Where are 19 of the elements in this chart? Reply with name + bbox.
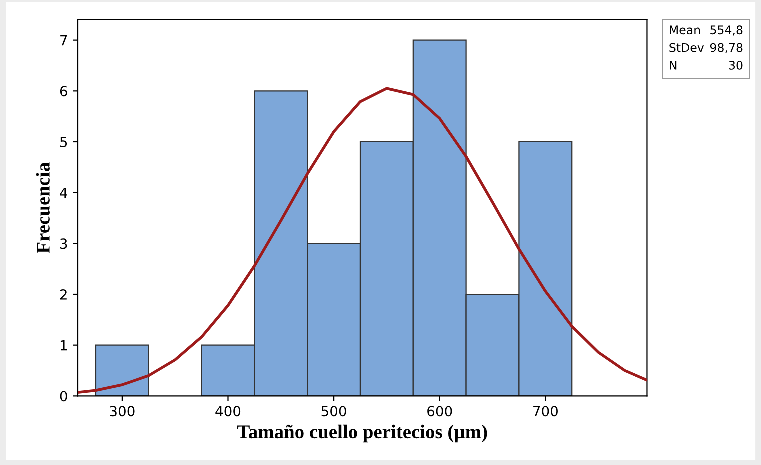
x-tick-label: 600: [428, 406, 452, 417]
x-tick-label: 500: [322, 406, 346, 417]
line-series: [78, 87, 648, 394]
text: Mean 554,8: [670, 26, 743, 36]
x-axis-title: Tamaño cuello peritecios (µm): [238, 424, 488, 443]
x-tick-label: 400: [216, 406, 241, 417]
y-tick-label: 3: [60, 238, 68, 250]
text: N 30: [670, 60, 743, 70]
x-tick-label: 700: [534, 406, 558, 417]
y-tick-label: 6: [60, 86, 68, 97]
y-axis-title: Frecuencia: [36, 162, 50, 254]
y-tick-label: 2: [60, 289, 67, 300]
x-tick-label: 300: [110, 406, 135, 417]
text: StDev 98,78: [670, 43, 743, 54]
y-tick-label: 1: [60, 340, 67, 351]
y-tick-label: 7: [60, 35, 68, 46]
y-tick-label: 5: [60, 137, 68, 148]
y-tick-label: 0: [60, 391, 68, 402]
y-tick-label: 4: [60, 188, 68, 198]
